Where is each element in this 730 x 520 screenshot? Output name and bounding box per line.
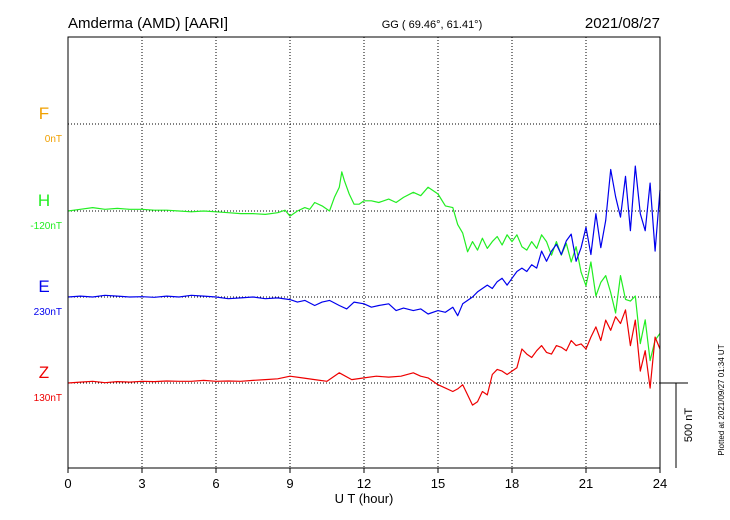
- series-baseline-Z: 130nT: [34, 393, 62, 404]
- plotted-timestamp: Plotted at 2021/09/27 01:34 UT: [717, 344, 726, 455]
- x-tick-label: 3: [138, 476, 145, 491]
- date-label: 2021/08/27: [585, 15, 660, 32]
- traces: [67, 165, 661, 406]
- x-tick-label: 15: [431, 476, 445, 491]
- series-name-F: F: [39, 104, 49, 123]
- series-baseline-H: -120nT: [30, 221, 62, 232]
- series-baseline-E: 230nT: [34, 307, 62, 318]
- series-name-E: E: [38, 277, 49, 296]
- plot-frame: [67, 36, 661, 469]
- scale-bar: 500 nT: [660, 382, 695, 468]
- trace-H: [67, 171, 661, 362]
- trace-E: [67, 165, 661, 317]
- x-axis-label: U T (hour): [335, 491, 394, 506]
- trace-Z: [67, 309, 661, 406]
- x-tick-label: 9: [286, 476, 293, 491]
- coordinates-label: GG ( 69.46°, 61.41°): [382, 19, 483, 31]
- x-tick-label: 24: [653, 476, 667, 491]
- series-baseline-F: 0nT: [45, 134, 62, 145]
- series-labels: F 0nT H -120nT E 230nT Z 130nT: [30, 104, 62, 404]
- x-tick-label: 6: [212, 476, 219, 491]
- series-name-Z: Z: [39, 363, 49, 382]
- x-tick-label: 0: [64, 476, 71, 491]
- scale-bar-label: 500 nT: [683, 408, 695, 443]
- x-tick-label: 12: [357, 476, 371, 491]
- station-title: Amderma (AMD) [AARI]: [68, 15, 228, 32]
- x-tick-labels: 0 3 6 9 12 15 18 21 24: [64, 468, 667, 491]
- x-tick-label: 18: [505, 476, 519, 491]
- series-name-H: H: [38, 191, 50, 210]
- x-tick-label: 21: [579, 476, 593, 491]
- grid-lines: [68, 37, 660, 468]
